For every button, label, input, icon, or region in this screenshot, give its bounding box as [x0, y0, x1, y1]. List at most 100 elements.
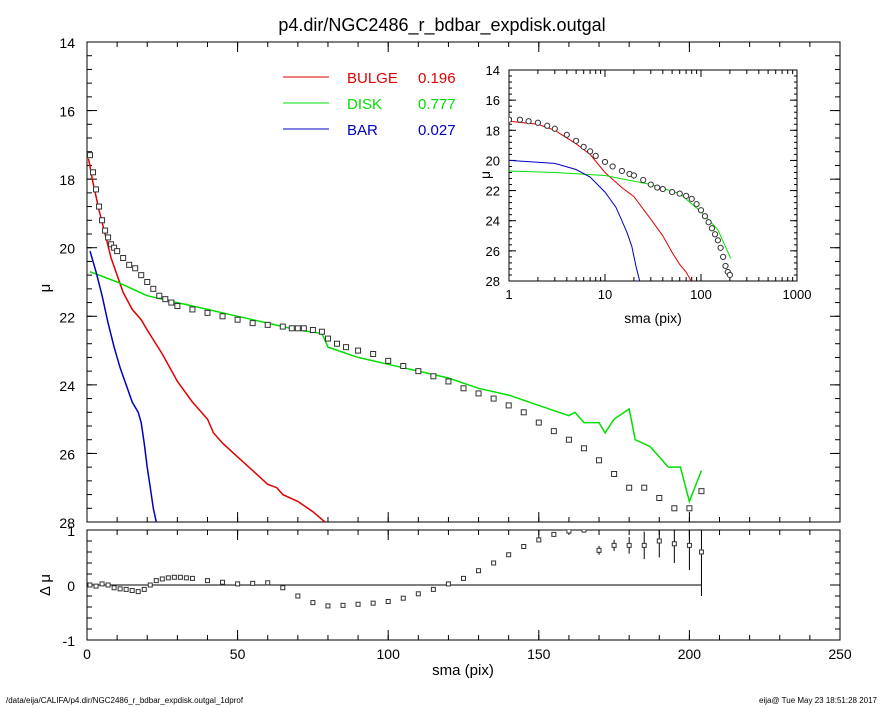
data-point: [698, 488, 705, 495]
residual-point: [521, 544, 527, 549]
residual-point: [370, 600, 376, 606]
data-point: [144, 279, 151, 285]
residual-point: [686, 542, 692, 548]
inset-y-tick-label: 22: [486, 184, 500, 199]
residual-point: [135, 589, 141, 595]
data-point: [102, 227, 109, 234]
bar-line: [89, 250, 158, 522]
footer-file-path: /data/eija/CALIFA/p4.dir/NGC2486_r_bdbar…: [6, 696, 244, 705]
data-point: [671, 505, 678, 512]
data-point: [120, 255, 127, 261]
x-tick-label: 250: [828, 646, 852, 662]
data-point: [626, 484, 633, 491]
inset-data-point: [647, 181, 654, 188]
residual-point: [641, 542, 647, 548]
data-point: [279, 323, 286, 330]
inset-x-tick-label: 1: [505, 287, 512, 302]
residual-point: [159, 576, 165, 582]
data-point: [111, 244, 118, 251]
data-point: [309, 327, 316, 333]
data-point: [87, 152, 94, 159]
data-point: [126, 261, 133, 268]
residual-point: [581, 530, 587, 533]
inset-data-point: [580, 143, 587, 150]
inset-y-axis-label: μ: [477, 171, 493, 179]
data-point: [550, 428, 557, 435]
main-plot-frame: [86, 41, 841, 523]
residual-point: [340, 602, 346, 608]
residual-y-axis-label: Δ μ: [37, 574, 54, 596]
inset-x-tick-label: 100: [690, 287, 712, 302]
residual-point: [99, 581, 105, 587]
inset-data-point: [609, 163, 616, 170]
data-point: [288, 325, 295, 332]
data-point: [174, 303, 181, 309]
data-point: [686, 505, 693, 512]
inset-data-point: [544, 122, 551, 129]
data-point: [596, 457, 603, 464]
inset-data-point: [601, 158, 609, 166]
inset-data-point: [654, 184, 661, 191]
residual-point: [111, 585, 117, 591]
data-point: [138, 272, 145, 279]
inset-y-tick-label: 26: [486, 244, 500, 259]
inset-data-point: [693, 201, 700, 208]
residual-point: [235, 581, 241, 587]
bulge-line: [87, 158, 326, 522]
y-tick-label: 28: [59, 515, 75, 531]
data-point: [156, 292, 163, 299]
y-tick-label: 20: [59, 241, 75, 257]
data-point: [294, 325, 301, 332]
inset-data-point: [587, 148, 594, 155]
data-point: [475, 390, 482, 397]
residual-y-tick-label: -1: [63, 633, 76, 649]
data-point: [641, 484, 648, 491]
x-tick-label: 50: [230, 646, 246, 662]
x-axis-label: sma (pix): [432, 662, 494, 679]
data-point: [114, 248, 121, 255]
y-tick-label: 14: [59, 35, 75, 51]
residual-point: [105, 582, 111, 588]
inset-plot-frame: [508, 69, 798, 282]
inset-data-point: [683, 192, 690, 199]
inset-data-point: [592, 152, 599, 160]
data-point: [324, 335, 331, 342]
inset-data-point: [714, 237, 722, 244]
residual-point: [476, 568, 482, 574]
data-point: [204, 309, 211, 316]
legend-label-bar: BAR: [347, 122, 378, 139]
residual-y-tick-label: 0: [67, 578, 75, 594]
data-point: [168, 299, 175, 306]
inset-data-point: [720, 253, 727, 260]
inset-x-tick-label: 1000: [783, 287, 812, 302]
data-point: [505, 402, 512, 409]
inset-data-point: [722, 262, 729, 270]
inset-data-point: [525, 118, 532, 125]
inset-data-point: [563, 131, 570, 138]
residual-point: [177, 574, 183, 580]
inset-x-axis-label: sma (pix): [624, 310, 682, 326]
residual-point: [280, 585, 286, 591]
residual-point: [295, 593, 301, 599]
data-point: [611, 471, 618, 477]
inset-data-point: [551, 125, 558, 132]
inset-y-tick-label: 14: [486, 63, 500, 78]
residual-point: [671, 541, 677, 547]
data-point: [333, 340, 340, 347]
residual-point: [165, 575, 171, 581]
data-point: [234, 316, 241, 323]
data-point: [219, 313, 226, 320]
data-point: [343, 344, 350, 351]
x-tick-label: 200: [678, 646, 702, 662]
y-tick-label: 16: [59, 104, 75, 120]
data-point: [189, 306, 196, 313]
residual-point: [698, 549, 704, 555]
residual-point: [445, 581, 451, 587]
residual-point: [250, 580, 256, 586]
data-point: [355, 347, 362, 354]
data-point: [99, 217, 106, 224]
data-point: [460, 385, 467, 392]
data-point: [490, 395, 497, 402]
residual-point: [551, 531, 557, 537]
data-point: [264, 321, 271, 328]
